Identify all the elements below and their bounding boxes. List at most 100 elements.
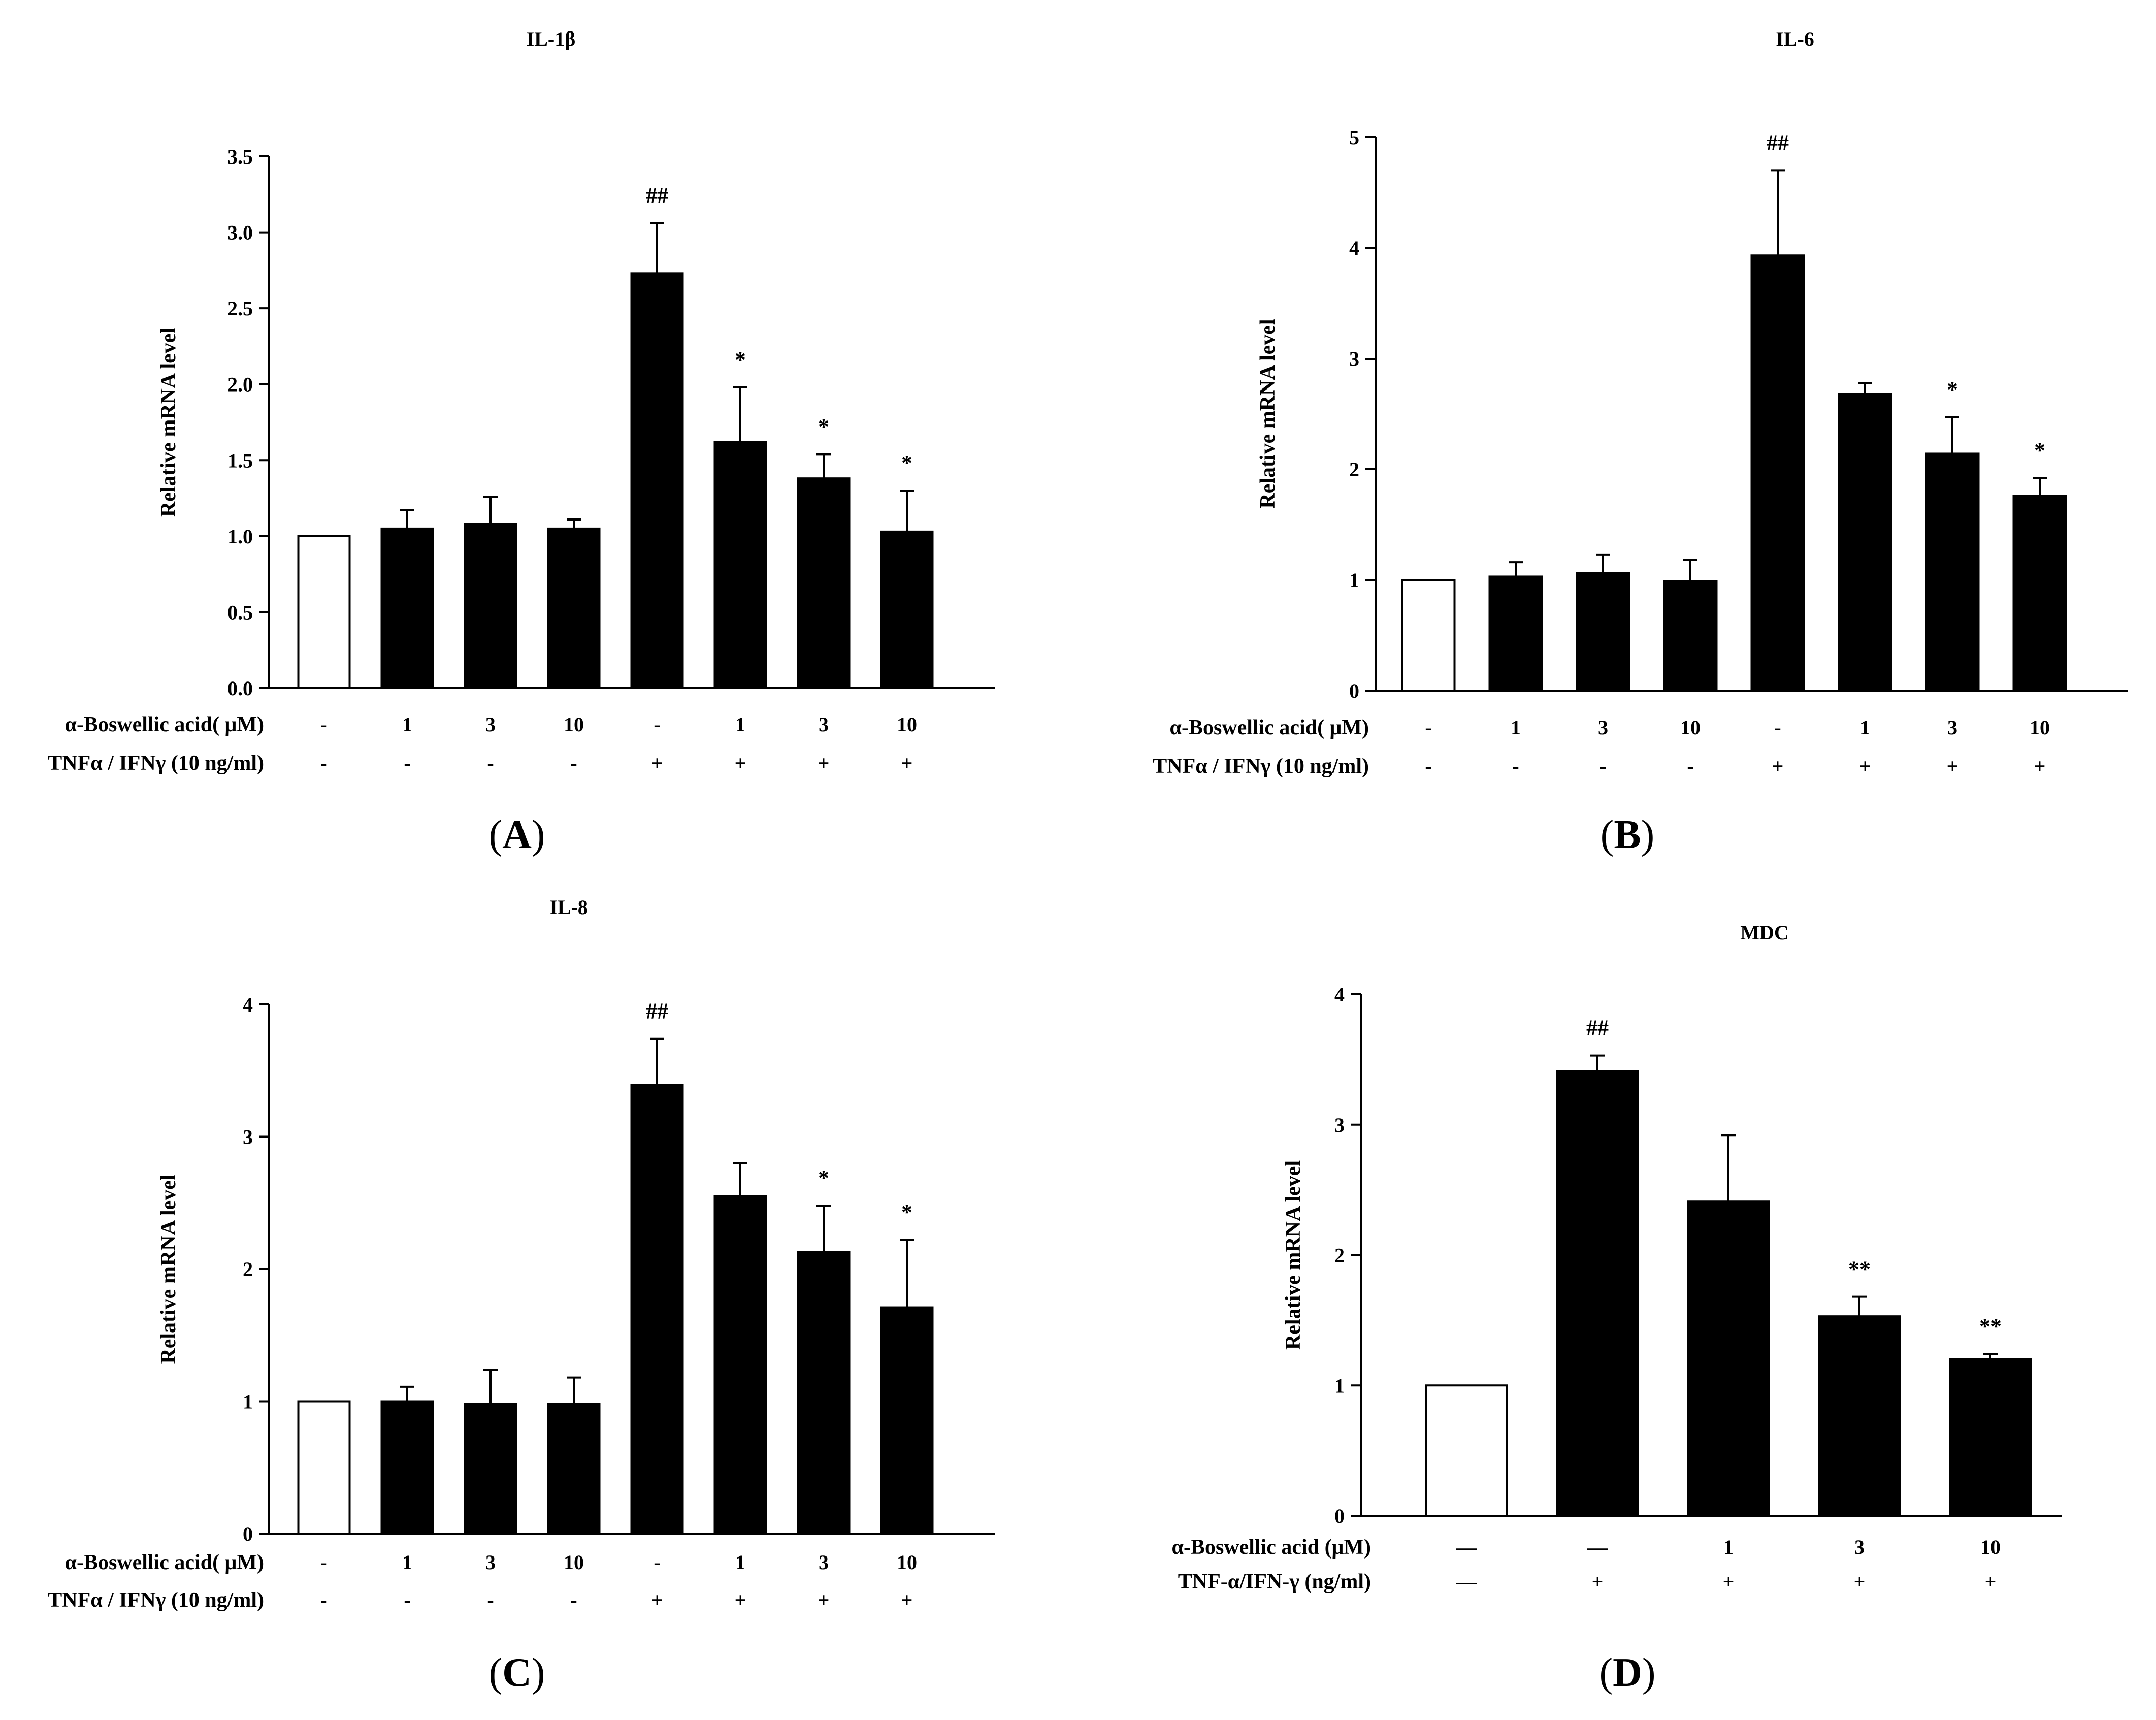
bar [1576,572,1630,692]
condition-cell: + [1985,1570,1997,1593]
condition-cell: + [735,1588,746,1611]
condition-cell: + [735,752,746,774]
condition-row-label: TNFα / IFNγ (10 ng/ml) [48,752,264,775]
bar [1556,1070,1639,1517]
condition-cell: 10 [1980,1536,2001,1559]
panel-label: (C) [488,1650,545,1695]
y-tick-label: 3.0 [227,221,253,244]
condition-cell: - [320,713,327,736]
chart-title: IL-1β [527,27,576,50]
condition-row-label: TNFα / IFNγ (10 ng/ml) [48,1588,264,1612]
condition-row-label: α-Boswellic acid (μM) [1172,1536,1371,1559]
significance-mark: ## [646,999,668,1024]
y-tick-label: 4 [243,993,253,1016]
y-tick-label: 1 [1349,569,1359,592]
significance-mark: * [901,450,912,475]
panel-label: (D) [1599,1650,1655,1695]
bar [297,1400,351,1535]
condition-cell: - [1425,716,1431,739]
y-tick-label: 2.5 [227,297,253,320]
condition-row-label: α-Boswellic acid( μM) [65,1551,265,1574]
y-tick-label: 0 [1334,1505,1345,1528]
y-axis-label: Relative mRNA level [157,328,180,517]
panel-letter: A [502,813,532,857]
y-tick-label: 2 [243,1258,253,1281]
condition-cell: 10 [564,713,584,736]
y-tick-label: 1.5 [227,449,253,472]
condition-cell: + [1859,755,1871,777]
bar [380,527,434,690]
condition-cell: — [1456,1570,1477,1593]
condition-cell: 3 [1947,716,1957,739]
condition-cell: - [570,752,577,774]
condition-cell: 1 [402,1551,412,1574]
condition-cell: 3 [1854,1536,1865,1559]
significance-mark: * [901,1200,912,1225]
condition-cell: 3 [485,713,496,736]
y-tick-label: 2.0 [227,373,253,396]
condition-cell: 10 [1680,716,1701,739]
y-tick-label: 3 [243,1126,253,1149]
bar [297,535,351,690]
condition-cell: + [1723,1570,1735,1593]
bar [1401,579,1456,692]
bar [1687,1200,1770,1517]
bar [630,272,684,689]
bar [380,1400,434,1535]
condition-cell: 1 [735,713,745,736]
bar [1425,1384,1508,1517]
y-tick-label: 1 [243,1390,253,1413]
significance-mark: * [2034,438,2045,463]
chart-panel-A: IL-1β Relative mRNA level 0.0 0.5 1.0 1.5 2.0 2… [48,27,995,857]
y-tick-label: 0 [1349,679,1359,702]
significance-mark: ## [1767,130,1789,155]
condition-cell: 3 [485,1551,496,1574]
y-tick-label: 3.5 [227,145,253,168]
chart-panel-D: MDC Relative mRNA level 0 1 2 3 4 ## ** ** α-Boswe… [1172,921,2062,1695]
condition-cell: - [1687,755,1693,777]
y-axis-label: Relative mRNA level [1256,319,1280,508]
bar [630,1084,684,1535]
y-tick-label: 4 [1349,237,1359,259]
condition-cell: - [570,1588,577,1611]
condition-cell: - [320,1588,327,1611]
condition-cell: - [1425,755,1431,777]
condition-cell: 3 [1598,716,1608,739]
panel-letter: B [1614,813,1641,857]
bar [713,1195,767,1535]
condition-cell: + [901,1588,913,1611]
y-tick-label: 2 [1349,458,1359,481]
y-tick-label: 2 [1334,1244,1345,1267]
significance-mark: * [818,414,829,439]
condition-cell: + [818,752,830,774]
condition-cell: - [320,752,327,774]
condition-cell: - [654,713,660,736]
chart-panel-C: IL-8 Relative mRNA level 0 1 2 3 4 ## * * α-Boswel… [48,896,995,1695]
condition-cell: + [1854,1570,1866,1593]
condition-cell: 1 [1860,716,1870,739]
bar [713,441,767,689]
y-tick-label: 3 [1349,347,1359,370]
condition-cell: - [404,752,410,774]
condition-cell: - [404,1588,410,1611]
condition-cell: — [1456,1536,1477,1559]
y-tick-label: 5 [1349,126,1359,149]
condition-cell: 3 [819,1551,829,1574]
y-tick-label: 0 [243,1522,253,1545]
significance-mark: ## [1586,1016,1609,1041]
bar [1949,1358,2032,1517]
condition-cell: 10 [2030,716,2050,739]
bar [464,523,517,689]
condition-cell: + [2034,755,2046,777]
condition-cell: 1 [735,1551,745,1574]
condition-cell: + [1772,755,1784,777]
bar [1818,1315,1901,1517]
y-tick-label: 3 [1334,1114,1345,1137]
condition-cell: 10 [564,1551,584,1574]
condition-cell: + [1592,1570,1604,1593]
y-tick-label: 1 [1334,1374,1345,1397]
bar [1663,580,1718,692]
condition-cell: + [651,752,663,774]
condition-cell: 10 [897,1551,917,1574]
